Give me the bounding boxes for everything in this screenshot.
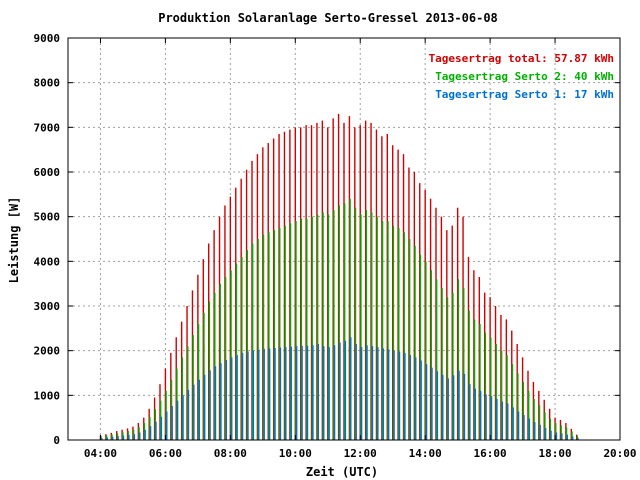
legend: Tagesertrag total: 57.87 kWh Tagesertrag … [429,52,614,101]
y-tick-label: 6000 [34,166,61,179]
y-tick-label: 9000 [34,32,61,45]
legend-entry: Tagesertrag Serto 1: 17 kWh [435,88,614,101]
x-axis-label: Zeit (UTC) [306,465,378,479]
axes: 0 1000 2000 3000 4000 5000 6000 7000 8000 9000 04:… [34,32,637,460]
y-tick-label: 1000 [34,389,61,402]
y-tick-label: 7000 [34,121,61,134]
y-tick-label: 4000 [34,255,61,268]
x-tick-label: 16:00 [474,447,507,460]
x-tick-label: 18:00 [538,447,571,460]
x-tick-label: 08:00 [214,447,247,460]
chart-title: Produktion Solaranlage Serto-Gressel 201… [158,11,498,25]
plot-border [67,37,621,441]
x-tick-label: 04:00 [84,447,117,460]
y-tick-label: 3000 [34,300,61,313]
x-tick-label: 14:00 [409,447,442,460]
x-tick-label: 20:00 [603,447,636,460]
legend-entry: Tagesertrag Serto 2: 40 kWh [435,70,614,83]
y-tick-label: 0 [53,434,60,447]
y-axis-label: Leistung [W] [7,197,21,284]
y-tick-label: 2000 [34,345,61,358]
y-tick-label: 5000 [34,211,61,224]
x-tick-label: 06:00 [149,447,182,460]
x-tick-label: 12:00 [344,447,377,460]
legend-entry: Tagesertrag total: 57.87 kWh [429,52,614,65]
y-tick-label: 8000 [34,77,61,90]
x-tick-label: 10:00 [279,447,312,460]
bars [99,113,579,440]
